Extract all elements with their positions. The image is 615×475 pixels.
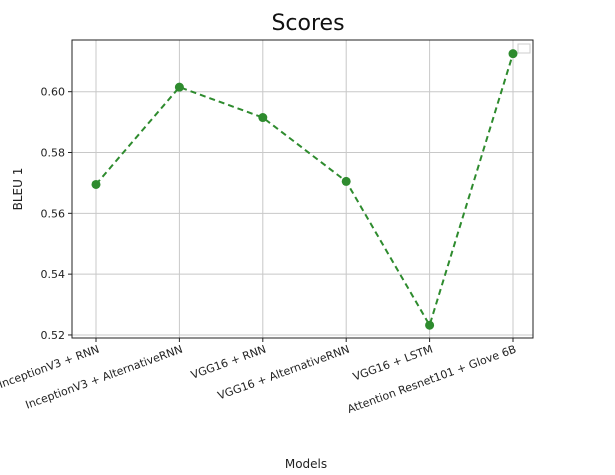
grid (72, 40, 533, 338)
data-point (508, 49, 518, 59)
series-line (95, 53, 514, 328)
y-axis-ticks: 0.52 0.54 0.56 0.58 0.60 (41, 86, 72, 342)
data-point (425, 320, 435, 330)
data-point (91, 179, 101, 189)
data-point (341, 176, 351, 186)
y-tick-label: 0.54 (41, 268, 66, 281)
x-tick-label: InceptionV3 + AlternativeRNN (24, 343, 185, 412)
y-axis-label: BLEU 1 (11, 168, 25, 211)
x-axis-label: Models (285, 457, 327, 471)
y-tick-label: 0.60 (41, 86, 66, 99)
y-tick-label: 0.58 (41, 147, 66, 160)
legend-box (517, 43, 531, 54)
y-tick-label: 0.52 (41, 329, 66, 342)
plot-frame (71, 39, 534, 339)
series-group (91, 49, 518, 330)
data-point (174, 82, 184, 92)
chart-title: Scores (271, 11, 344, 36)
y-tick-label: 0.56 (41, 207, 66, 220)
data-point (258, 113, 268, 123)
